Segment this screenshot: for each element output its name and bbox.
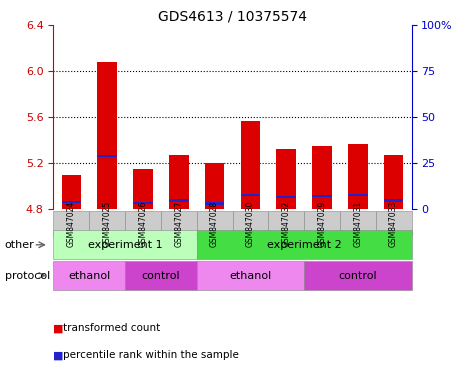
Text: GSM847029: GSM847029: [318, 200, 326, 247]
Text: control: control: [141, 270, 180, 281]
Bar: [205, 202, 225, 205]
Text: GSM847030: GSM847030: [246, 200, 255, 247]
Bar: [348, 144, 368, 209]
Text: GSM847025: GSM847025: [103, 200, 112, 247]
Text: ■: ■: [53, 323, 64, 333]
Bar: [169, 200, 189, 202]
Bar: [384, 200, 404, 202]
Bar: [61, 200, 81, 203]
Text: GSM847026: GSM847026: [139, 200, 147, 247]
Text: GSM847031: GSM847031: [353, 200, 362, 247]
Text: ■: ■: [53, 350, 64, 360]
Bar: [384, 155, 404, 209]
Text: ethanol: ethanol: [229, 270, 272, 281]
Text: control: control: [339, 270, 377, 281]
Text: GSM847028: GSM847028: [210, 200, 219, 247]
Text: GDS4613 / 10375574: GDS4613 / 10375574: [158, 10, 307, 23]
Text: GSM847027: GSM847027: [174, 200, 183, 247]
Text: experiment 2: experiment 2: [267, 240, 341, 250]
Bar: [169, 155, 189, 209]
Bar: [348, 194, 368, 196]
Bar: [133, 202, 153, 204]
Text: transformed count: transformed count: [63, 323, 160, 333]
Bar: [133, 169, 153, 209]
Bar: [61, 175, 81, 209]
Text: GSM847033: GSM847033: [389, 200, 398, 247]
Bar: [312, 195, 332, 197]
Bar: [240, 121, 260, 209]
Text: protocol: protocol: [5, 270, 50, 281]
Bar: [312, 146, 332, 209]
Text: ethanol: ethanol: [68, 270, 110, 281]
Bar: [276, 196, 296, 199]
Bar: [205, 163, 225, 209]
Bar: [97, 155, 117, 157]
Text: other: other: [5, 240, 34, 250]
Bar: [97, 62, 117, 209]
Bar: [240, 194, 260, 196]
Bar: [276, 149, 296, 209]
Text: percentile rank within the sample: percentile rank within the sample: [63, 350, 239, 360]
Text: GSM847032: GSM847032: [282, 200, 291, 247]
Text: experiment 1: experiment 1: [88, 240, 162, 250]
Text: GSM847024: GSM847024: [67, 200, 76, 247]
